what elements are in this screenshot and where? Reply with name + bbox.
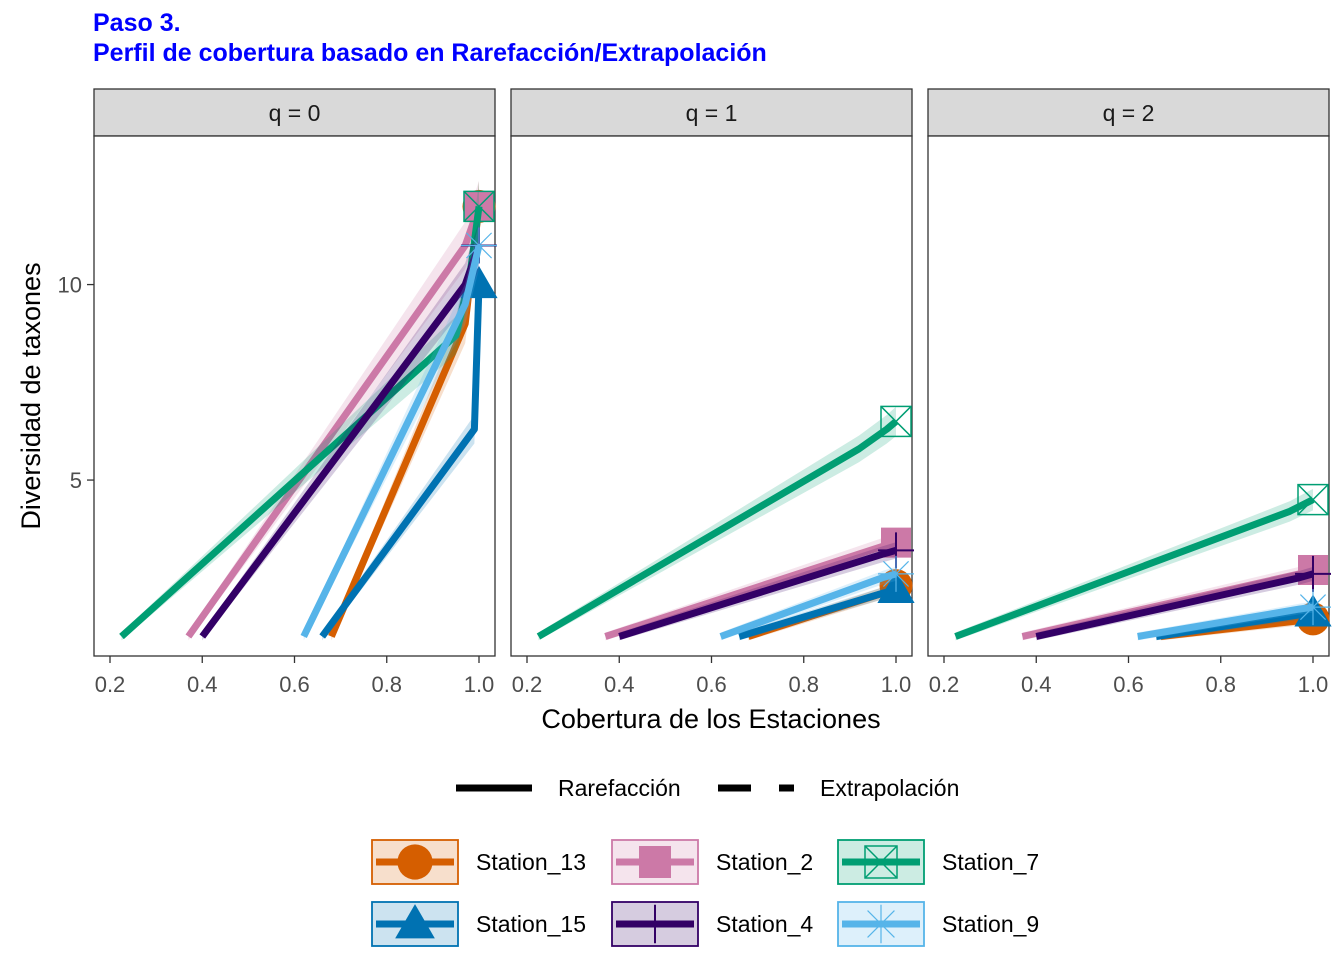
x-axis-title: Cobertura de los Estaciones bbox=[541, 704, 880, 734]
series-line bbox=[719, 570, 897, 640]
x-axis: 0.2 0.4 0.6 0.8 1.0 bbox=[512, 656, 912, 697]
legend-key-shape bbox=[635, 904, 675, 944]
facet-panel-2: q = 1 0.2 0.4 0.6 0.8 1.0 bbox=[510, 88, 915, 697]
legend: Rarefacción Extrapolación Station_13 Statio… bbox=[371, 775, 1039, 947]
legend-key-shape bbox=[861, 904, 901, 944]
plot-area bbox=[510, 135, 913, 657]
x-tick-label: 1.0 bbox=[1298, 672, 1329, 697]
series-line bbox=[618, 547, 897, 640]
series-Station_9 bbox=[300, 222, 497, 641]
legend-label: Station_4 bbox=[716, 911, 813, 937]
y-tick-label: 5 bbox=[70, 468, 82, 493]
observed-point bbox=[1295, 555, 1331, 592]
observed-point bbox=[1295, 589, 1331, 626]
series-line bbox=[1137, 603, 1314, 640]
legend-label: Station_13 bbox=[476, 849, 586, 875]
facet-panel-3: q = 2 0.2 0.4 0.6 0.8 1.0 bbox=[927, 88, 1332, 697]
series-line bbox=[1035, 570, 1314, 640]
legend-item-Station_2: Station_2 bbox=[611, 839, 813, 885]
plot-area bbox=[93, 135, 496, 657]
x-tick-label: 0.4 bbox=[187, 672, 218, 697]
legend-item-Station_4: Station_4 bbox=[611, 901, 813, 947]
x-axis: 0.2 0.4 0.6 0.8 1.0 bbox=[95, 656, 495, 697]
observed-point bbox=[463, 190, 495, 223]
rarefaction-label: Rarefacción bbox=[558, 775, 681, 801]
series-Station_4 bbox=[1035, 555, 1331, 641]
legend-label: Station_2 bbox=[716, 849, 813, 875]
facet-strip bbox=[927, 88, 1330, 137]
legend-label: Station_7 bbox=[942, 849, 1039, 875]
x-tick-label: 0.8 bbox=[371, 672, 402, 697]
series-line bbox=[319, 284, 483, 639]
x-tick-label: 0.4 bbox=[1021, 672, 1052, 697]
y-axis-title: Diversidad de taxones bbox=[16, 262, 46, 529]
facet-title: q = 2 bbox=[1103, 100, 1155, 126]
series-line bbox=[300, 244, 483, 639]
legend-item-Station_9: Station_9 bbox=[837, 901, 1039, 947]
x-tick-label: 0.2 bbox=[512, 672, 543, 697]
series-Station_9 bbox=[719, 555, 914, 641]
x-tick-label: 0.8 bbox=[1205, 672, 1236, 697]
x-tick-label: 0.6 bbox=[1113, 672, 1144, 697]
x-tick-label: 0.4 bbox=[604, 672, 635, 697]
y-axis: 5 10 bbox=[58, 273, 94, 493]
linetype-legend: Rarefacción Extrapolación bbox=[456, 775, 959, 801]
facet-panel-1: q = 0 0.2 0.4 0.6 0.8 1.0 5 10 bbox=[58, 88, 498, 697]
x-tick-label: 0.2 bbox=[929, 672, 960, 697]
x-tick-label: 0.6 bbox=[696, 672, 727, 697]
legend-key-shape bbox=[397, 844, 433, 880]
series-Station_4 bbox=[618, 532, 914, 641]
chart-title: Paso 3. Perfil de cobertura basado en Ra… bbox=[93, 8, 767, 68]
series-Station_7 bbox=[536, 405, 912, 641]
title-line-1: Paso 3. bbox=[93, 9, 181, 37]
x-tick-label: 1.0 bbox=[464, 672, 495, 697]
facet-strip bbox=[510, 88, 913, 137]
x-tick-label: 0.6 bbox=[279, 672, 310, 697]
legend-item-Station_7: Station_7 bbox=[837, 839, 1039, 885]
legend-key-shape bbox=[864, 845, 898, 879]
legend-item-Station_15: Station_15 bbox=[371, 901, 586, 947]
legend-key-shape bbox=[395, 904, 435, 939]
observed-point bbox=[461, 227, 497, 264]
facet-title: q = 0 bbox=[269, 100, 321, 126]
confidence-band bbox=[188, 180, 479, 641]
legend-item-Station_13: Station_13 bbox=[371, 839, 586, 885]
x-tick-label: 0.8 bbox=[788, 672, 819, 697]
observed-point bbox=[1297, 483, 1329, 516]
extrapolation-label: Extrapolación bbox=[820, 775, 959, 801]
y-tick-label: 10 bbox=[58, 273, 82, 298]
x-axis: 0.2 0.4 0.6 0.8 1.0 bbox=[929, 656, 1329, 697]
series-line bbox=[954, 496, 1315, 640]
x-tick-label: 1.0 bbox=[881, 672, 912, 697]
facet-title: q = 1 bbox=[686, 100, 738, 126]
observed-point bbox=[878, 555, 914, 592]
legend-label: Station_15 bbox=[476, 911, 586, 937]
confidence-band bbox=[202, 222, 479, 641]
title-line-2: Perfil de cobertura basado en Rarefacció… bbox=[93, 39, 767, 67]
series-Station_9 bbox=[1137, 589, 1331, 641]
observed-point bbox=[880, 405, 912, 438]
legend-label: Station_9 bbox=[942, 911, 1039, 937]
legend-key-shape bbox=[639, 846, 671, 878]
x-tick-label: 0.2 bbox=[95, 672, 126, 697]
series-Station_7 bbox=[954, 483, 1329, 641]
